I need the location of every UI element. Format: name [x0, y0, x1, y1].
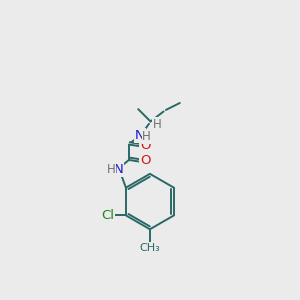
- Text: O: O: [140, 154, 150, 167]
- Text: CH₃: CH₃: [140, 243, 160, 253]
- Text: H: H: [142, 130, 151, 143]
- Text: H: H: [153, 118, 162, 131]
- Text: Cl: Cl: [101, 209, 114, 222]
- Text: N: N: [135, 129, 145, 142]
- Text: H: H: [107, 164, 116, 176]
- Text: O: O: [140, 139, 150, 152]
- Text: N: N: [113, 163, 123, 176]
